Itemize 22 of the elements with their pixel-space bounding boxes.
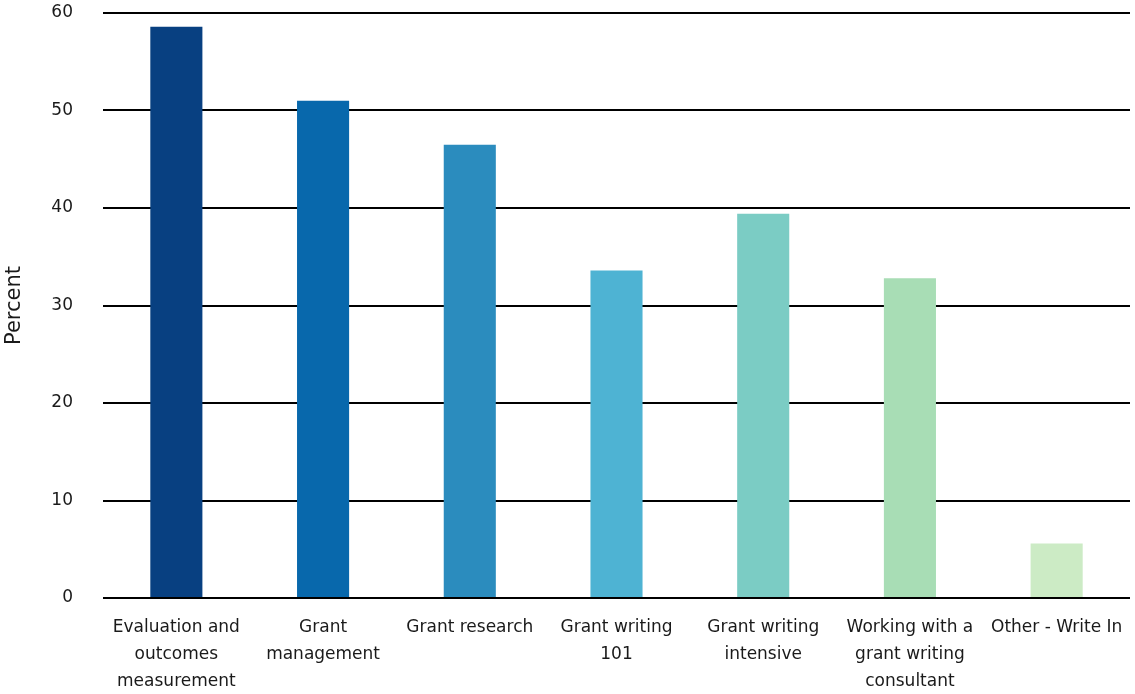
bar [297,100,350,597]
y-tick-label: 60 [51,1,73,22]
x-tick-label: Grant writing intensive [707,616,820,664]
y-tick-label: 20 [51,391,73,412]
bar [443,144,496,597]
x-tick-label: Grant management [266,616,381,664]
x-tick-label: Grant writing 101 [560,616,673,664]
bar [150,26,203,597]
x-tick-label: Evaluation and outcomes measurement [112,616,240,691]
y-tick-label: 50 [51,98,73,119]
y-axis-title: Percent [1,265,26,346]
x-tick-label: Grant research [406,616,534,637]
y-tick-label: 40 [51,196,73,217]
bar [1030,543,1083,597]
y-tick-label: 0 [62,586,73,607]
bar [737,213,790,597]
x-tick-label: Other - Write In [990,616,1123,637]
bar [883,278,936,597]
x-tick-label: Working with a grant writing consultant [846,616,974,691]
y-tick-label: 10 [51,488,73,509]
bar [590,270,643,597]
y-tick-label: 30 [51,293,73,314]
